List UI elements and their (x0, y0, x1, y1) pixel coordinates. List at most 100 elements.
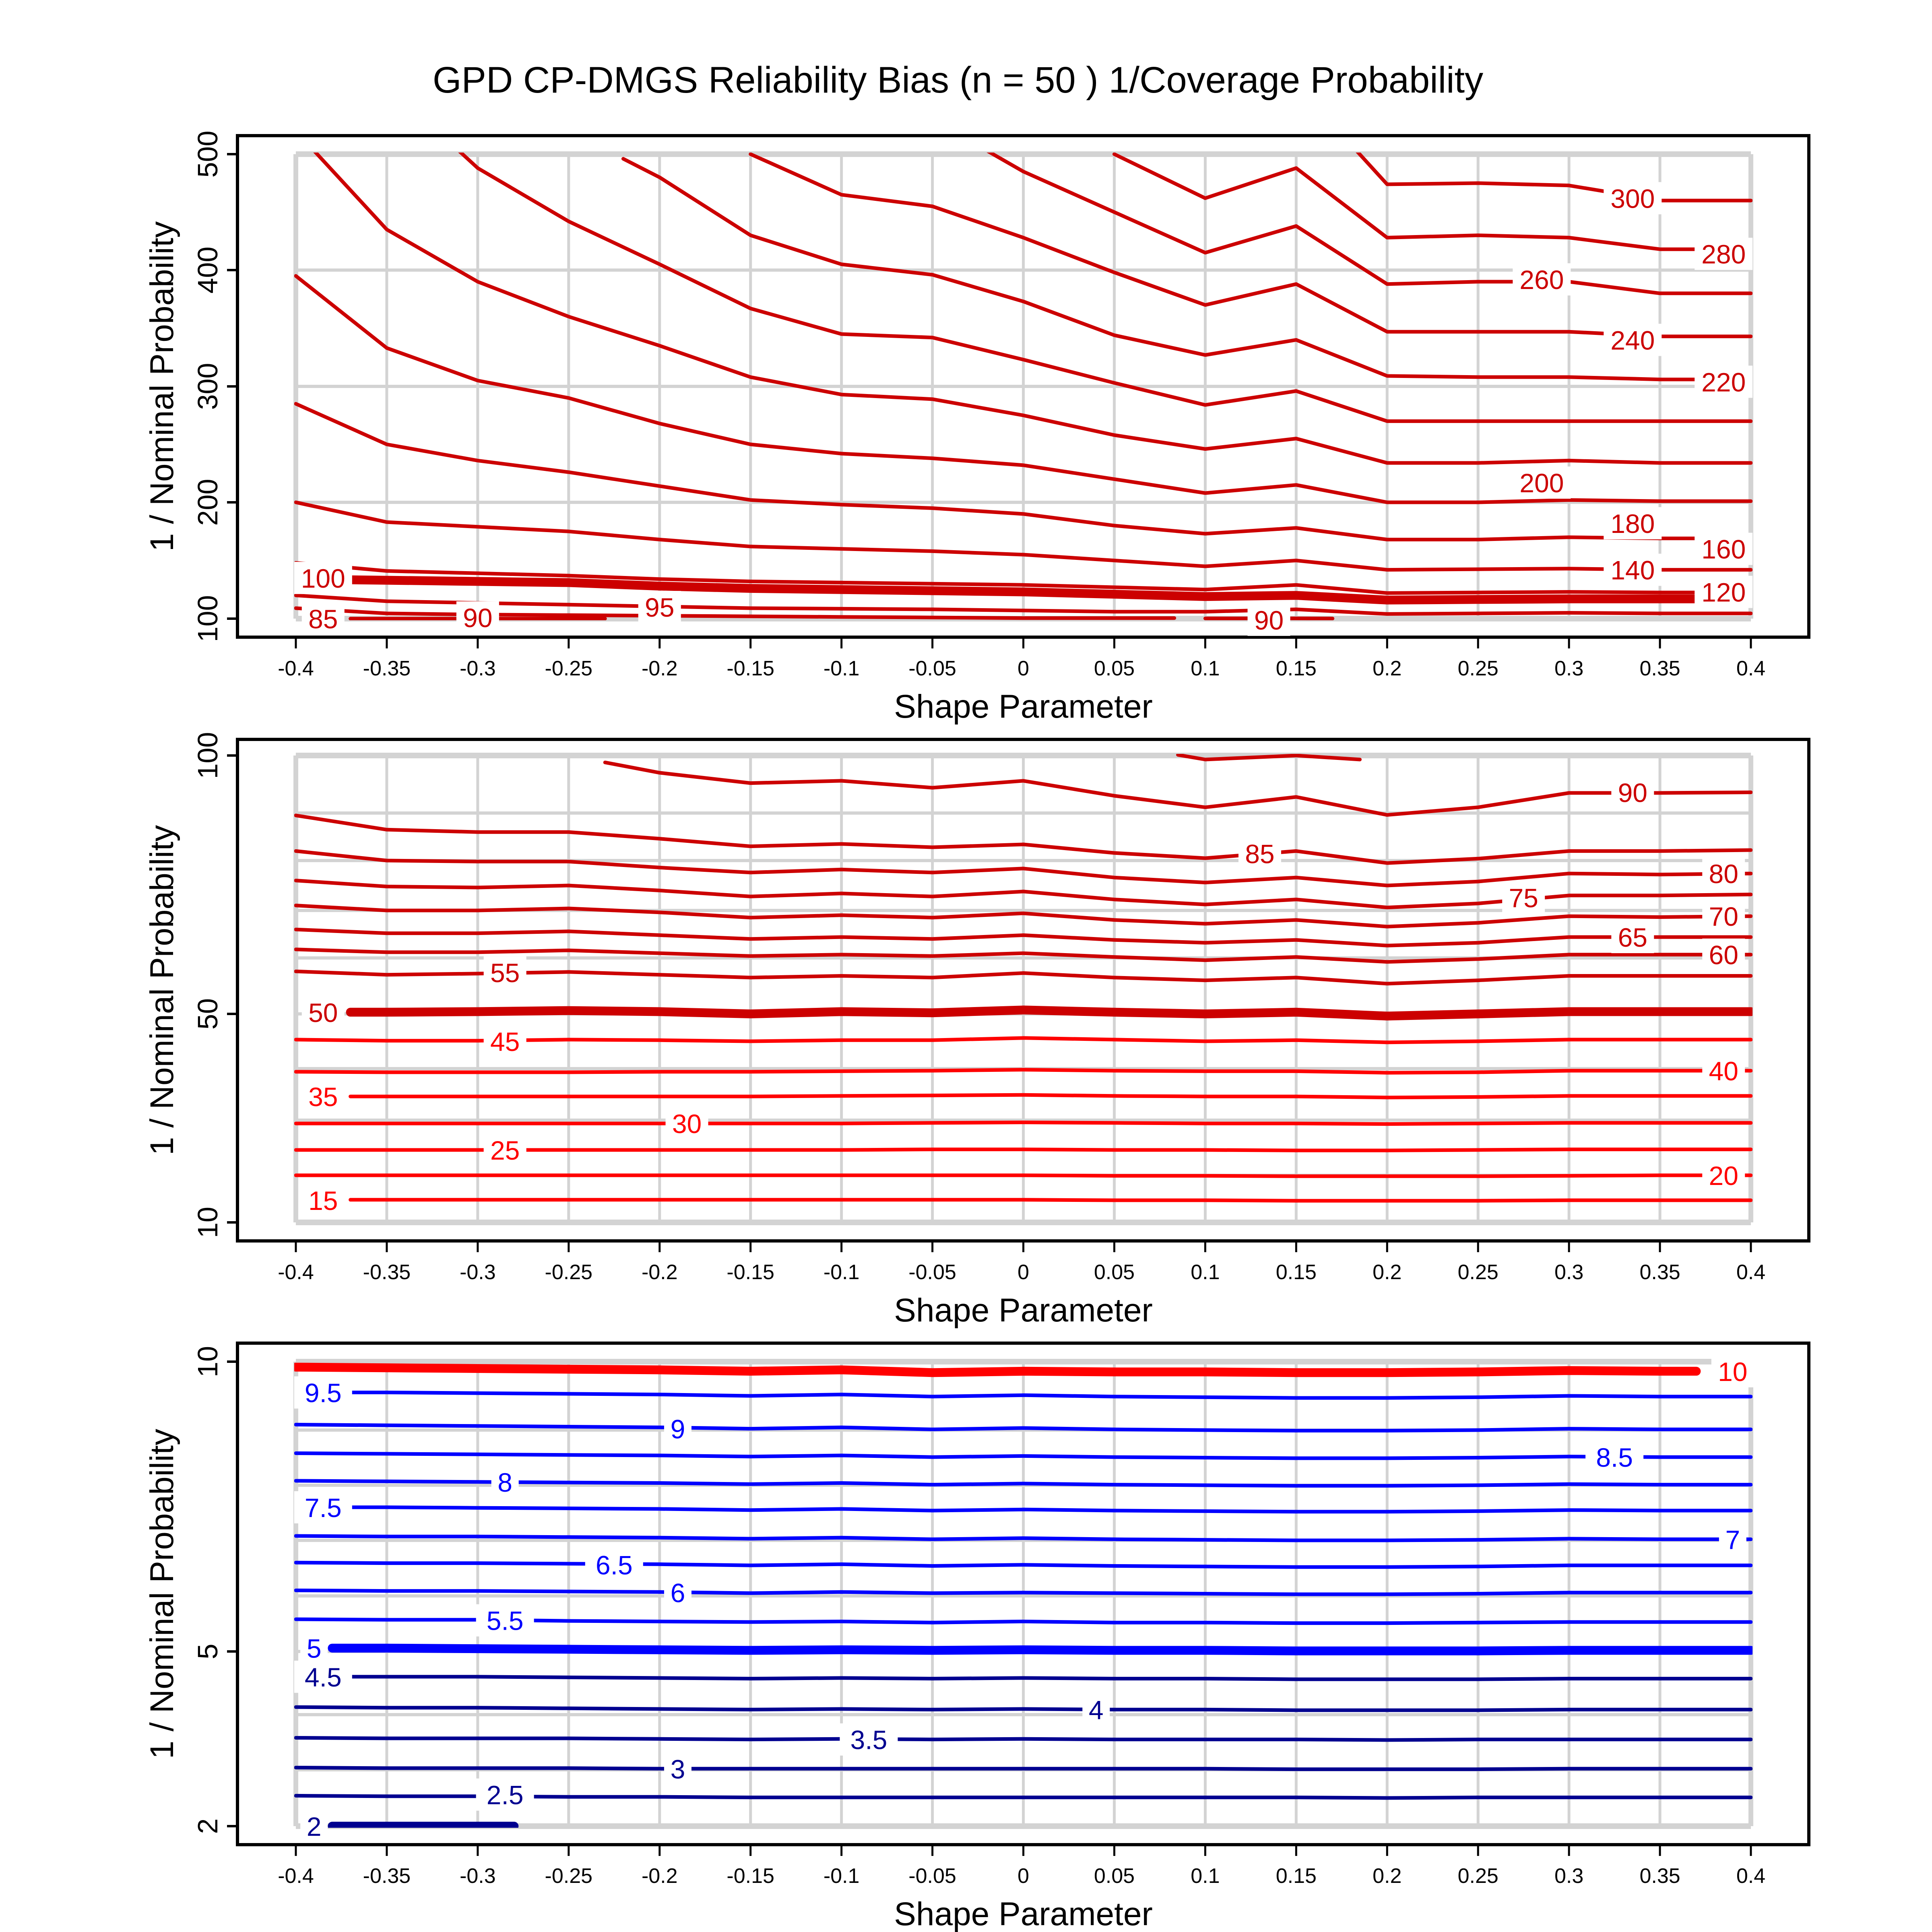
x-tick-label: 0.4 (1736, 657, 1765, 680)
contour-label: 90 (1618, 778, 1647, 808)
contour-label-background (301, 603, 345, 635)
x-tick-label: -0.05 (908, 657, 956, 680)
x-axis: -0.4 -0.35 -0.3 -0.25 -0.2 -0.15 -0.1 -0.05 0 0.0… (278, 1845, 1765, 1932)
x-tick-label: -0.3 (460, 1261, 496, 1284)
x-tick-label: 0.35 (1639, 657, 1680, 680)
contour-label-background (1702, 938, 1745, 971)
contour-label-background (476, 1778, 534, 1811)
x-axis-title: Shape Parameter (894, 688, 1153, 725)
contour-label-background (483, 956, 526, 989)
contour-label: 75 (1509, 883, 1538, 913)
contour-label-background (1611, 921, 1654, 954)
contour-label-background (301, 1080, 345, 1113)
contour-label: 60 (1709, 940, 1738, 970)
contour-label-background (483, 1133, 526, 1166)
contour-label-background (1695, 365, 1753, 398)
y-axis-title: 1 / Nominal Probability (144, 221, 180, 551)
x-tick-label: -0.3 (460, 1864, 496, 1888)
x-tick-label: -0.15 (727, 1864, 774, 1888)
contour-label-background (1604, 324, 1662, 356)
contour-label: 90 (1254, 605, 1284, 635)
contour-label-background (1502, 881, 1545, 914)
y-tick-label: 2 (192, 1818, 223, 1834)
y-tick-label: 200 (192, 479, 223, 526)
contour-label: 140 (1610, 555, 1655, 585)
x-axis: -0.4 -0.35 -0.3 -0.25 -0.2 -0.15 -0.1 -0.05 0 0.0… (278, 637, 1765, 725)
contour-lines (294, 1362, 1752, 1828)
x-axis: -0.4 -0.35 -0.3 -0.25 -0.2 -0.15 -0.1 -0.05 0 0.0… (278, 1241, 1765, 1329)
contour-line-220 (458, 153, 1752, 423)
contour-line-7.5 (349, 1505, 1752, 1514)
y-tick-label: 500 (192, 131, 223, 178)
x-tick-label: 0.2 (1373, 1864, 1402, 1888)
contour-label: 50 (308, 998, 338, 1028)
contour-label-background (1611, 776, 1654, 809)
contour-label-background (483, 1025, 526, 1057)
contour-label: 160 (1701, 535, 1746, 564)
contour-line-40 (294, 1068, 1752, 1075)
contour-label-background (638, 591, 681, 623)
x-tick-label: -0.3 (460, 657, 496, 680)
contour-line-260 (749, 153, 1752, 339)
contour-label-background (1702, 1055, 1745, 1087)
contour-line-100 (346, 575, 1752, 605)
x-tick-label: -0.4 (278, 1864, 314, 1888)
x-tick-label: 0.1 (1191, 657, 1220, 680)
y-axis: 10 50 100 1 / Nominal Probability (144, 732, 237, 1238)
x-tick-label: 0 (1018, 1261, 1029, 1284)
contour-label: 55 (490, 958, 520, 988)
contour-line-3.5 (294, 1736, 1752, 1742)
x-tick-label: 0.4 (1736, 1261, 1765, 1284)
contour-label: 90 (463, 603, 492, 633)
contour-line-55 (294, 969, 1752, 986)
x-tick-label: 0.15 (1276, 657, 1317, 680)
x-tick-label: -0.15 (727, 657, 774, 680)
contour-lines (294, 754, 1752, 1203)
x-tick-label: 0.2 (1373, 1261, 1402, 1284)
y-tick-label: 100 (192, 595, 223, 642)
x-axis-title: Shape Parameter (894, 1292, 1153, 1329)
y-tick-label: 10 (192, 1207, 223, 1238)
contour-line-300 (1112, 153, 1752, 251)
x-tick-label: 0 (1018, 657, 1029, 680)
contour-label: 30 (672, 1109, 702, 1139)
contour-label: 95 (645, 592, 674, 622)
contour-line-10 (294, 1362, 1701, 1377)
panel-top: 85 90 95 100 90 120 140 160 180 200 220 240 260 280 30… (144, 131, 1810, 725)
contour-line-45 (294, 1036, 1752, 1044)
contour-line-4.5 (349, 1675, 1752, 1681)
contour-label: 3.5 (850, 1725, 888, 1755)
contour-label: 20 (1709, 1161, 1738, 1191)
x-tick-label: -0.35 (363, 1261, 411, 1284)
contour-labels: 85 90 95 100 90 120 140 160 180 200 220 240 260 280 30… (294, 182, 1753, 636)
x-tick-label: -0.2 (642, 657, 678, 680)
x-tick-label: 0.25 (1458, 1261, 1499, 1284)
contour-line-85 (294, 813, 1752, 865)
contour-label: 5 (307, 1634, 322, 1664)
contour-label: 300 (1610, 184, 1655, 213)
contour-label-background (664, 1412, 691, 1445)
x-tick-label: 0 (1018, 1864, 1029, 1888)
contour-line-90 (294, 606, 1177, 620)
contour-line-180 (294, 274, 1752, 504)
contour-label: 40 (1709, 1056, 1738, 1086)
y-axis-title: 1 / Nominal Probability (144, 825, 180, 1155)
contour-label: 6 (671, 1578, 685, 1608)
contour-label: 80 (1709, 859, 1738, 889)
contour-label-background (1604, 182, 1662, 215)
contour-line-240 (621, 157, 1752, 382)
x-tick-label: 0.4 (1736, 1864, 1765, 1888)
y-tick-label: 10 (192, 1346, 223, 1377)
y-tick-label: 400 (192, 247, 223, 294)
contour-line-3 (294, 1766, 1752, 1771)
contour-label-background (294, 1660, 352, 1693)
contour-label-background (1695, 237, 1753, 270)
contour-label: 240 (1610, 325, 1655, 355)
contour-label: 260 (1519, 265, 1564, 295)
contour-label: 65 (1618, 923, 1647, 952)
x-tick-label: 0.2 (1373, 657, 1402, 680)
x-tick-label: -0.25 (545, 1261, 593, 1284)
contour-label: 8 (497, 1468, 512, 1497)
x-tick-label: -0.1 (824, 1864, 860, 1888)
